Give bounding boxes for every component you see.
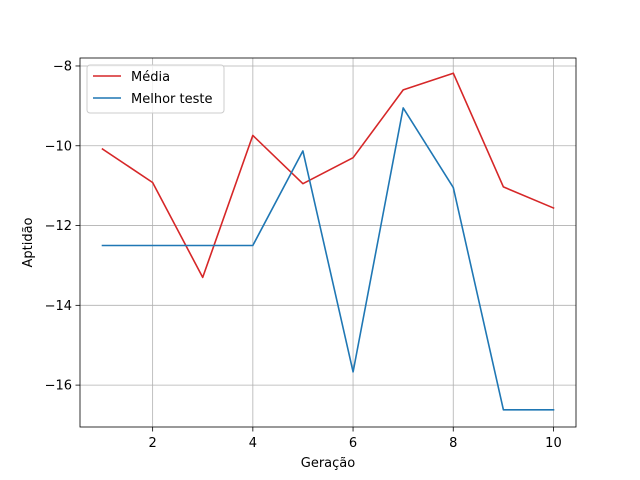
series-line-0 [101,72,555,279]
x-tick-label: 6 [349,436,357,451]
legend-label-melhor-teste: Melhor teste [131,92,212,107]
legend: Média Melhor teste [86,64,225,114]
y-axis-label: Aptidão [21,217,36,267]
y-tick-label: −14 [45,299,72,314]
y-axis-ticks: −16 −14 −12 −10 −8 [45,59,80,394]
y-tick-label: −10 [45,139,72,154]
x-tick-label: 2 [149,436,157,451]
plot-frame [79,57,577,428]
x-axis-label: Geração [301,456,355,471]
y-tick-label: −16 [45,379,72,394]
series-lines [101,72,555,411]
legend-label-media: Média [131,70,170,85]
y-tick-label: −12 [45,219,72,234]
grid [80,58,576,427]
x-tick-label: 8 [449,436,457,451]
legend-box [86,64,225,114]
x-axis-ticks: 2 4 6 8 10 [149,427,562,451]
series-line-1 [101,107,555,411]
y-tick-label: −8 [53,59,72,74]
x-tick-label: 4 [249,436,257,451]
x-tick-label: 10 [545,436,562,451]
